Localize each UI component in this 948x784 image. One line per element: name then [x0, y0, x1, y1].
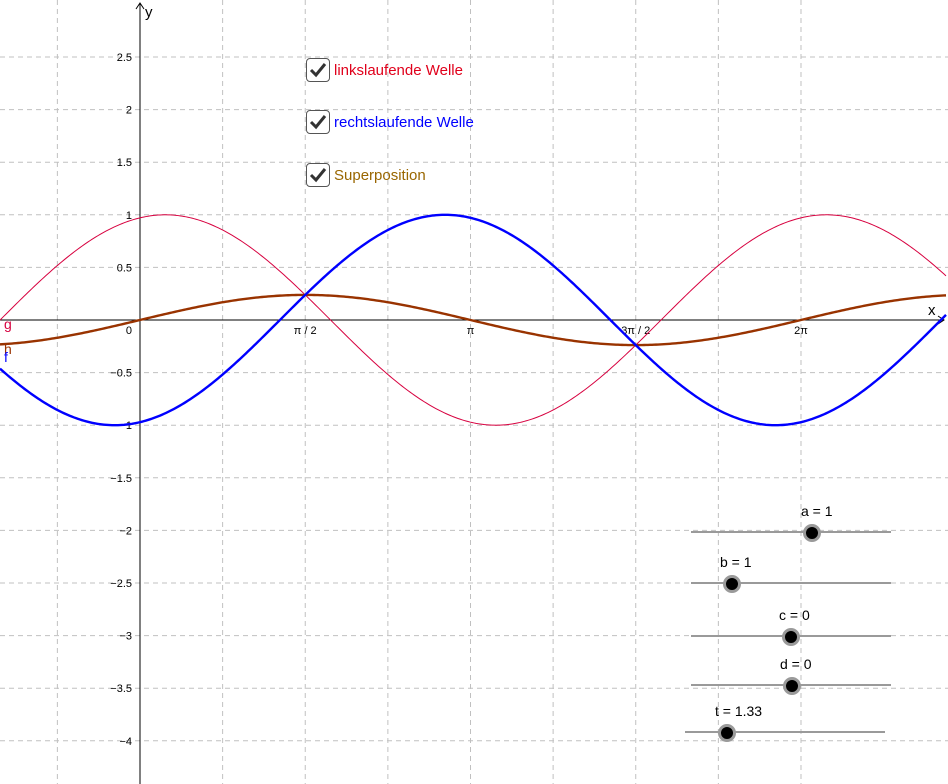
curve-label-g: g	[4, 316, 12, 332]
checkbox-box[interactable]	[306, 110, 330, 134]
checkbox-label: rechtslaufende Welle	[334, 113, 474, 131]
slider-label: d = 0	[780, 656, 812, 672]
y-tick-label: −1.5	[110, 473, 132, 485]
x-axis-label: x	[928, 302, 936, 319]
y-tick-label: −3	[119, 631, 132, 643]
checkbox-box[interactable]	[306, 58, 330, 82]
x-tick-label: 0	[126, 325, 132, 337]
y-tick-label: −4	[119, 736, 132, 748]
y-tick-label: −3.5	[110, 683, 132, 695]
y-tick-label: 2.5	[117, 52, 132, 64]
checkbox-superposition[interactable]: Superposition	[306, 163, 426, 187]
slider-knob[interactable]	[803, 524, 821, 542]
y-tick-label: 2	[126, 105, 132, 117]
y-tick-label: −2.5	[110, 578, 132, 590]
tick-labels: 2.5 2 1.5 1 0.5 −0.5 −1 −1.5 −2 −2.5 −3 −3.5 −4 0 π / …	[110, 52, 808, 748]
slider-track[interactable]	[691, 582, 891, 584]
y-axis-arrow-icon	[135, 2, 145, 10]
slider-knob[interactable]	[723, 575, 741, 593]
curves	[0, 213, 947, 427]
checkbox-left-wave[interactable]: linkslaufende Welle	[306, 58, 463, 82]
checkmark-icon	[309, 168, 327, 183]
slider-track[interactable]	[691, 531, 891, 533]
y-axis-label: y	[145, 4, 153, 21]
checkmark-icon	[309, 63, 327, 78]
x-tick-label: 3π / 2	[621, 325, 650, 337]
curve-label-f: f	[4, 349, 8, 365]
slider-label: c = 0	[779, 607, 810, 623]
y-tick-label: 1	[126, 210, 132, 222]
curve-f-right-traveling-wave[interactable]	[0, 213, 947, 427]
y-tick-label: −1	[119, 420, 132, 432]
slider-track[interactable]	[685, 731, 885, 733]
x-tick-label: π	[467, 325, 475, 337]
checkbox-box[interactable]	[306, 163, 330, 187]
y-tick-label: 0.5	[117, 262, 132, 274]
curve-g-left-traveling-wave[interactable]	[0, 214, 947, 426]
x-tick-label: 2π	[794, 325, 808, 337]
y-tick-label: 1.5	[117, 157, 132, 169]
slider-label: b = 1	[720, 554, 752, 570]
slider-knob[interactable]	[783, 677, 801, 695]
checkbox-label: linkslaufende Welle	[334, 61, 463, 79]
checkmark-icon	[309, 115, 327, 130]
curve-label-h: h	[4, 341, 12, 357]
curve-h-superposition[interactable]	[0, 293, 947, 347]
slider-label: t = 1.33	[715, 703, 763, 719]
y-tick-label: −0.5	[110, 368, 132, 380]
y-tick-label: −2	[119, 525, 132, 537]
slider-knob[interactable]	[718, 724, 736, 742]
x-tick-label: π / 2	[294, 325, 317, 337]
checkbox-label: Superposition	[334, 166, 426, 184]
x-axis-arrow-icon	[937, 315, 945, 325]
slider-knob[interactable]	[782, 628, 800, 646]
checkbox-right-wave[interactable]: rechtslaufende Welle	[306, 110, 474, 134]
slider-label: a = 1	[801, 503, 833, 519]
